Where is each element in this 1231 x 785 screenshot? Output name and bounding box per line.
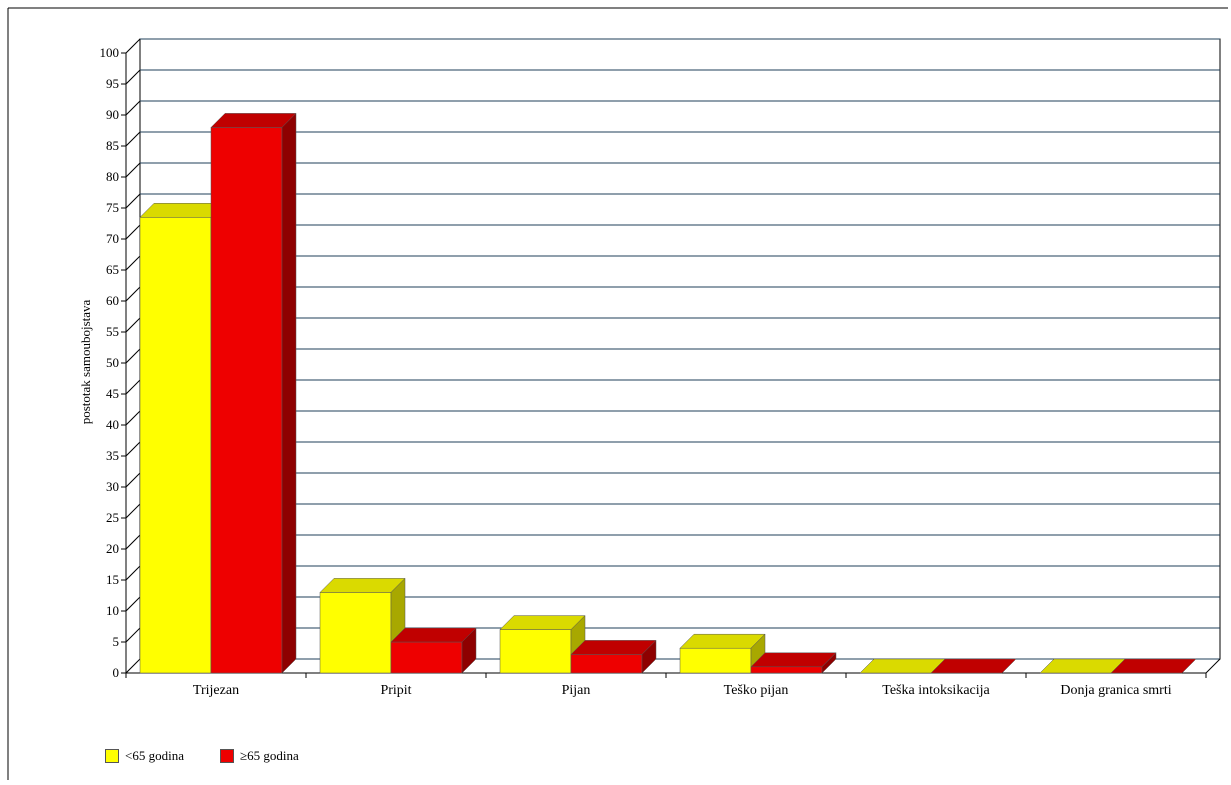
bar-front [750, 666, 823, 674]
bar-top [750, 652, 837, 668]
y-tick-label: 80 [106, 169, 119, 184]
bar-side [641, 639, 657, 674]
bar-front [499, 629, 572, 674]
bar-top [319, 578, 406, 593]
bar [1039, 658, 1126, 674]
grid-diagonal [125, 410, 141, 426]
y-tick-label: 30 [106, 479, 119, 494]
grid-diagonal [125, 162, 141, 178]
labels: 0 5 10 15 20 25 30 35 40 45 50 55 60 65 70 75 80 85 90 95 10… [100, 45, 1172, 698]
y-tick-label: 60 [106, 293, 119, 308]
bar-top [1039, 658, 1126, 674]
grid-diagonal [125, 565, 141, 581]
grid-diagonal [125, 472, 141, 488]
x-tick-label: Pijan [562, 683, 591, 698]
grid-diagonal [125, 348, 141, 364]
bar-front [210, 127, 283, 674]
bar-top [859, 658, 946, 674]
x-tick-label: Trijezan [193, 683, 239, 698]
bar-front [139, 217, 212, 674]
grid-diagonal [125, 131, 141, 147]
bar-top [570, 640, 657, 655]
legend-swatch-65-plus [219, 749, 234, 763]
axes [7, 7, 1228, 780]
grid-diagonal [125, 379, 141, 395]
y-tick-label: 40 [106, 417, 119, 432]
bar-top [679, 633, 766, 649]
bar-top [1110, 658, 1197, 674]
grid-diagonal [125, 317, 141, 333]
legend-swatch-under-65 [105, 749, 119, 763]
grid-diagonal [125, 503, 141, 519]
y-tick-label: 70 [106, 231, 119, 246]
y-tick-label: 5 [113, 634, 120, 649]
legend: <65 godina ≥65 godina [105, 745, 299, 767]
bar-side [1181, 658, 1197, 674]
bar [210, 112, 297, 674]
x-tick-label: Donja granica smrti [1060, 683, 1171, 698]
bar-top [499, 615, 586, 630]
y-tick-label: 65 [106, 262, 119, 277]
bar-front [319, 592, 392, 674]
y-tick-label: 90 [106, 107, 119, 122]
y-tick-label: 45 [106, 386, 119, 401]
bar-front [679, 647, 752, 674]
bars [139, 112, 1197, 674]
bar-side [461, 627, 477, 674]
floor-right-edge [1205, 658, 1221, 674]
y-tick-label: 75 [106, 200, 119, 215]
bar [390, 627, 477, 674]
bar-side [1001, 658, 1017, 674]
bar [859, 658, 946, 674]
y-tick-label: 20 [106, 541, 119, 556]
x-tick-label: Pripit [380, 683, 411, 698]
grid-diagonal [125, 224, 141, 240]
bar [499, 614, 586, 674]
y-tick-label: 10 [106, 603, 119, 618]
grid-diagonal [125, 286, 141, 302]
y-axis-label: postotak samoubojstava [78, 299, 93, 424]
bar [319, 577, 406, 674]
x-tick-label: Teška intoksikacija [882, 683, 990, 698]
y-tick-label: 50 [106, 355, 119, 370]
grid-diagonal [125, 69, 141, 85]
x-tick-label: Teško pijan [724, 683, 789, 698]
y-tick-label: 85 [106, 138, 119, 153]
bar-front [570, 654, 643, 674]
y-tick-label: 25 [106, 510, 119, 525]
bar-side [821, 652, 837, 674]
y-tick-label: 55 [106, 324, 119, 339]
bar [930, 658, 1017, 674]
bar-front [390, 641, 463, 674]
y-tick-label: 95 [106, 76, 119, 91]
grid-diagonal [125, 441, 141, 457]
bar [1110, 658, 1197, 674]
y-tick-label: 15 [106, 572, 119, 587]
y-tick-label: 100 [100, 45, 120, 60]
grid-diagonal [125, 658, 141, 674]
grid-diagonal [125, 534, 141, 550]
y-tick-label: 0 [113, 665, 120, 680]
legend-label-65-plus: ≥65 godina [239, 748, 299, 763]
grid-lines [125, 38, 1221, 674]
bar-top [210, 113, 297, 128]
bar-side [281, 112, 297, 674]
grid-diagonal [125, 193, 141, 209]
bar-top [930, 658, 1017, 674]
legend-item-under-65: <65 godina [105, 748, 184, 764]
grid-diagonal [125, 596, 141, 612]
bar-top [390, 627, 477, 643]
grid-diagonal [125, 255, 141, 271]
grid-diagonal [125, 38, 141, 54]
y-tick-label: 35 [106, 448, 119, 463]
bar [750, 652, 837, 674]
grid-diagonal [125, 627, 141, 643]
legend-item-65-plus: ≥65 godina [219, 748, 299, 764]
legend-label-under-65: <65 godina [125, 748, 184, 763]
bar [570, 639, 657, 674]
grid-diagonal [125, 100, 141, 116]
